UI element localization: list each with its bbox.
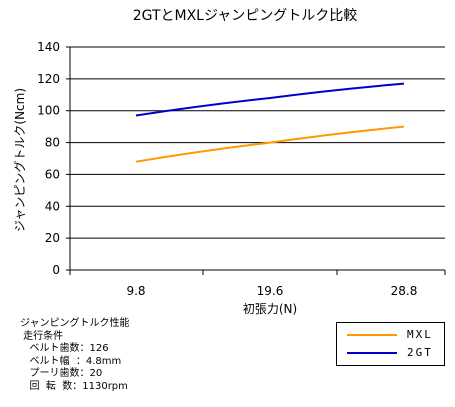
x-axis-label: 初張力(N)	[243, 302, 297, 316]
y-axis-label: ジャンピングトルク(Ncm)	[13, 88, 27, 232]
legend-label-mxl: MXL	[407, 328, 433, 341]
y-tick-label: 100	[37, 104, 60, 118]
x-tick-label: 19.6	[257, 284, 284, 298]
legend-swatch-2gt	[347, 352, 397, 354]
gridlines	[70, 46, 445, 271]
x-tick-label: 28.8	[391, 284, 418, 298]
legend: MXL 2GT	[336, 322, 445, 366]
series-line-mxl	[135, 125, 405, 163]
note-line: ベルト歯数：126	[20, 343, 109, 354]
y-tick-label: 120	[37, 72, 60, 86]
note-line: 回 転 数：1130rpm	[20, 380, 128, 392]
y-tick-label: 80	[45, 136, 60, 150]
y-tick-label: 140	[37, 40, 60, 54]
x-tick-labels: 9.8 19.6 28.8	[126, 284, 417, 298]
y-tick-labels: 0 20 40 60 80 100 120 140	[37, 40, 60, 277]
note-line: プーリ歯数：20	[20, 368, 103, 379]
note-line: ベルト幅 ：4.8mm	[20, 355, 122, 367]
y-tick-label: 60	[45, 167, 60, 181]
legend-label-2gt: 2GT	[407, 346, 433, 359]
test-conditions-note: ジャンピングトルク性能 走行条件 ベルト歯数：126 ベルト幅 ：4.8mm プ…	[20, 318, 130, 393]
series-lines	[135, 82, 405, 163]
note-line: 走行条件	[20, 330, 64, 342]
y-tick-label: 0	[52, 263, 60, 277]
y-tick-label: 20	[45, 231, 60, 245]
x-tick-label: 9.8	[126, 284, 145, 298]
axes	[66, 46, 446, 275]
chart-title: 2GTとMXLジャンピングトルク比較	[133, 8, 358, 24]
legend-item-2gt: 2GT	[337, 346, 444, 360]
y-tick-label: 40	[45, 199, 60, 213]
note-line: ジャンピングトルク性能	[20, 318, 130, 329]
legend-swatch-mxl	[347, 334, 397, 336]
legend-item-mxl: MXL	[337, 328, 444, 342]
